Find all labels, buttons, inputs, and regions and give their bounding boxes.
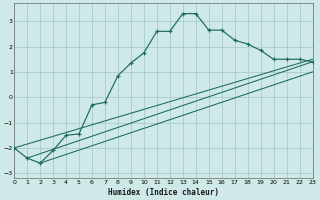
X-axis label: Humidex (Indice chaleur): Humidex (Indice chaleur) [108, 188, 219, 197]
